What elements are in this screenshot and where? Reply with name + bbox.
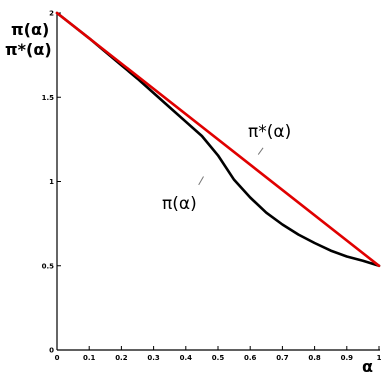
x-tick-label-0: 0 [55, 354, 60, 362]
x-tick-label-8: 0.8 [308, 354, 321, 362]
pi-star-line [55, 11, 381, 268]
pi-star-label-leader [257, 147, 264, 155]
pi-curve-label: π(α) [162, 194, 197, 214]
axes [56, 12, 380, 351]
x-tick-label-7: 0.7 [276, 354, 289, 362]
pi-star-curve-label: π*(α) [248, 122, 291, 142]
y-axis-title-line-2: π*(α) [5, 40, 52, 59]
y-tick-label-3: 1.5 [42, 94, 55, 102]
annotations: π*(α) π(α) [162, 122, 291, 214]
y-tick-label-4: 2 [49, 10, 54, 18]
x-ticks: 0 0.1 0.2 0.3 0.4 0.5 0.6 0.7 0.8 0.9 1 [55, 346, 381, 362]
x-tick-label-10: 1 [377, 354, 381, 362]
x-tick-label-6: 0.6 [244, 354, 257, 362]
x-tick-label-5: 0.5 [212, 354, 225, 362]
x-tick-label-4: 0.4 [180, 354, 193, 362]
axis-titles: π(α) π*(α) α [5, 20, 373, 374]
x-tick-label-3: 0.3 [147, 354, 160, 362]
y-ticks: 0 0.5 1 1.5 2 [42, 10, 61, 355]
y-tick-label-0: 0 [49, 347, 54, 355]
x-axis-title: α [362, 357, 373, 374]
pi-curve-label-leader [198, 176, 204, 186]
x-tick-label-9: 0.9 [341, 354, 354, 362]
x-tick-label-2: 0.2 [115, 354, 128, 362]
x-tick-label-1: 0.1 [83, 354, 96, 362]
y-tick-label-2: 1 [49, 178, 54, 186]
series-layer [55, 11, 381, 268]
y-tick-label-1: 0.5 [42, 262, 55, 270]
y-axis-title-line-1: π(α) [11, 20, 49, 39]
